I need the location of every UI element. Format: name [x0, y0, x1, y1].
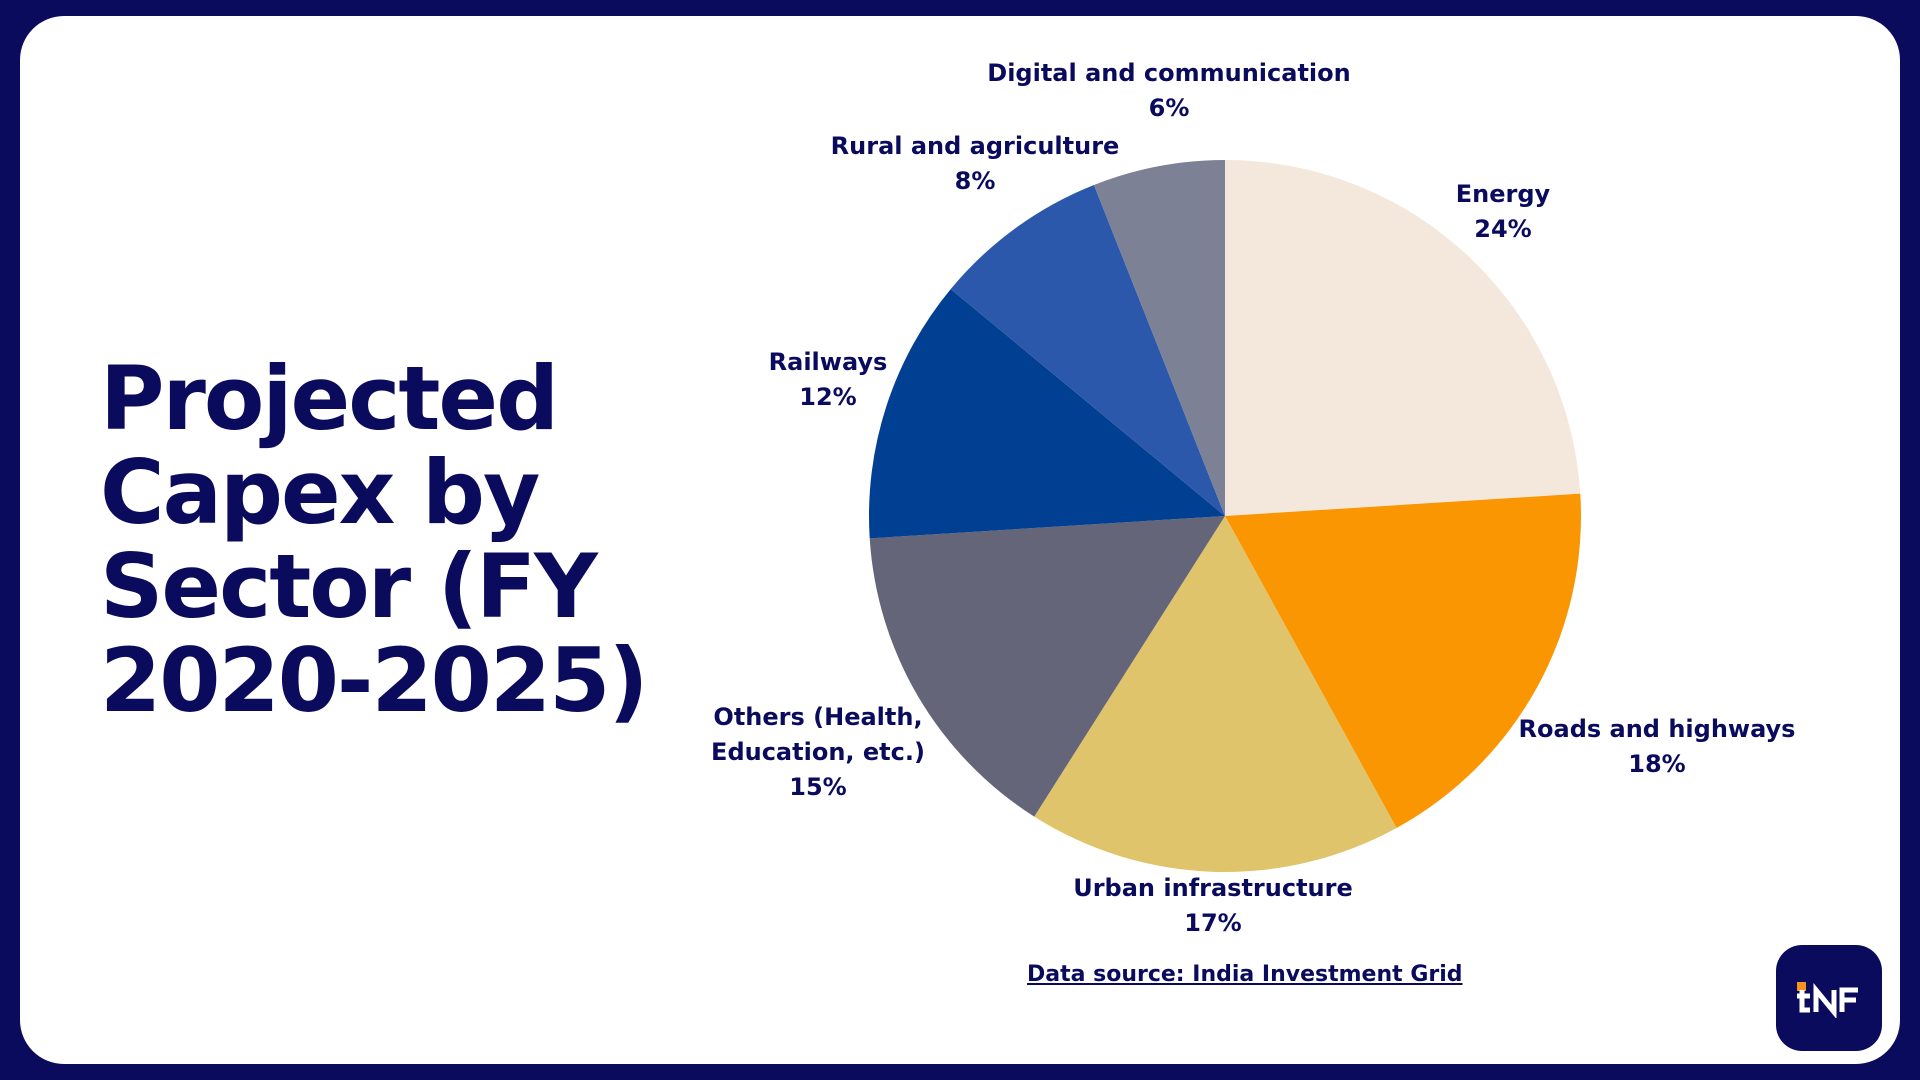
slice-value-label: 17% — [1184, 909, 1241, 937]
slice-value-label: 12% — [799, 383, 856, 411]
pie-slice-rural-and-agriculture — [950, 185, 1225, 516]
pie-labels: Energy 24% Roads and highways 18% Urban infr… — [711, 59, 1795, 937]
pie-slice-energy — [1225, 159, 1581, 516]
slice-label: Roads and highways — [1519, 715, 1796, 743]
slice-label: Rural and agriculture — [831, 132, 1120, 160]
slice-value-label: 6% — [1149, 94, 1190, 122]
pie-slice-urban-infrastructure — [1034, 516, 1397, 872]
slice-value-label: 15% — [789, 773, 846, 801]
slice-label: Energy — [1456, 180, 1551, 208]
slice-label: Digital and communication — [987, 59, 1350, 87]
pie-slice-digital-and-communication — [1093, 160, 1225, 516]
pie-slice-others-health-education-etc — [869, 516, 1225, 817]
tnf-logo-icon — [1797, 982, 1858, 1018]
slice-value-label: 18% — [1628, 750, 1685, 778]
slice-label: Urban infrastructure — [1073, 874, 1353, 902]
pie-slice-railways — [868, 289, 1225, 539]
brand-logo — [1776, 945, 1882, 1051]
data-source-link[interactable]: Data source: India Investment Grid — [1027, 962, 1463, 987]
slice-label: Others (Health, Education, etc.) — [711, 703, 925, 766]
slice-value-label: 24% — [1474, 215, 1531, 243]
page-title: Projected Capex by Sector (FY 2020-2025) — [100, 347, 649, 732]
slice-label: Railways — [769, 348, 888, 376]
pie-slice-roads-and-highways — [1225, 493, 1582, 828]
pie-slices — [868, 159, 1582, 872]
slice-value-label: 8% — [955, 167, 996, 195]
